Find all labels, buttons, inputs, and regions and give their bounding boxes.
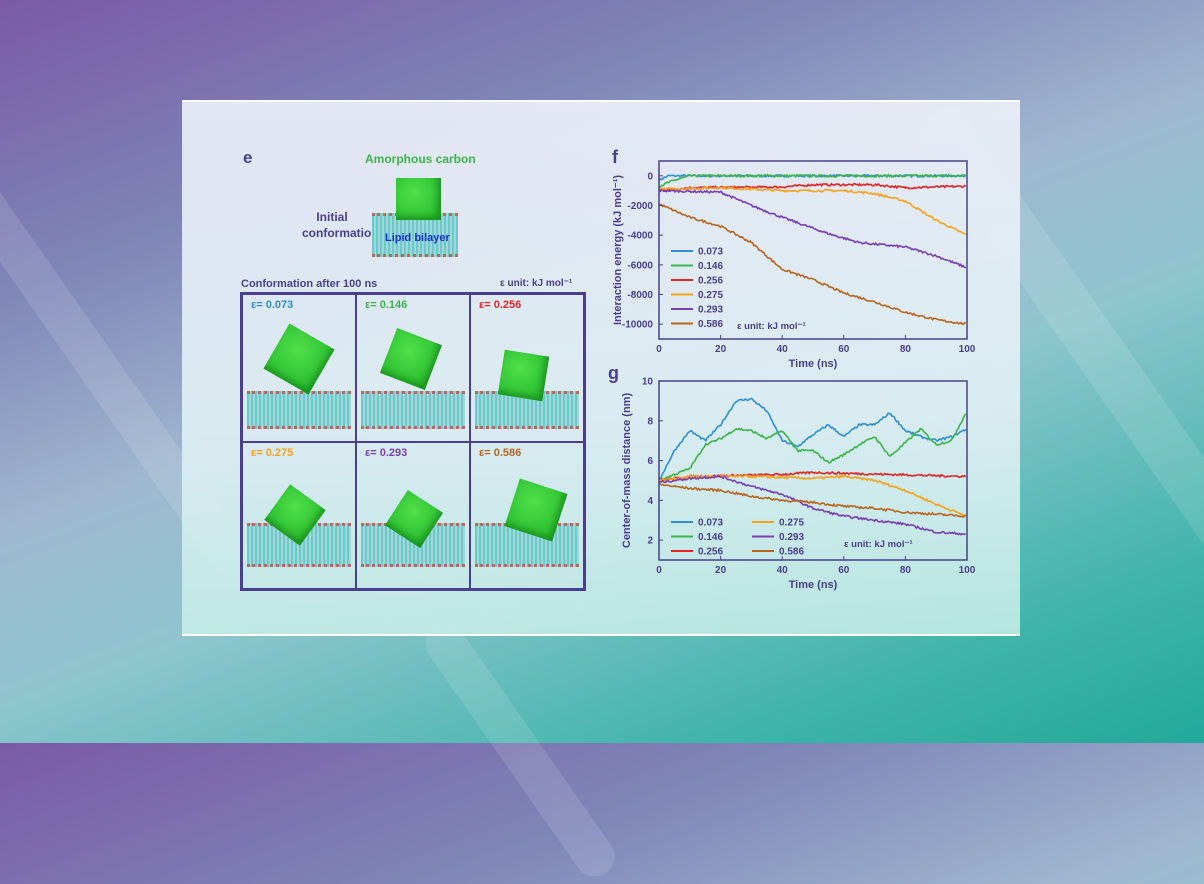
initial-label-line2: conformation [302, 226, 379, 240]
plot-frame [658, 160, 968, 340]
x-tick-label: 40 [777, 344, 789, 355]
conformation-cell: ε= 0.146 [356, 294, 470, 442]
x-tick-label: 20 [715, 344, 727, 355]
conformation-cell: ε= 0.586 [470, 441, 584, 589]
legend-label: 0.073 [698, 518, 723, 529]
lipid-bilayer-image [361, 391, 465, 429]
x-tick-label: 80 [900, 344, 912, 355]
x-tick-label: 60 [838, 565, 850, 576]
legend-label: 0.256 [698, 276, 723, 287]
legend-label: 0.146 [698, 261, 723, 272]
series-line-0.293 [658, 474, 967, 536]
conformation-cell: ε= 0.275 [242, 441, 356, 589]
amorphous-carbon-label: Amorphous carbon [365, 152, 476, 166]
series-line-0.586 [658, 482, 967, 518]
legend-label: 0.293 [698, 305, 723, 316]
series-line-0.275 [658, 185, 967, 235]
epsilon-value-label: ε= 0.073 [251, 299, 294, 311]
conformation-cell: ε= 0.073 [242, 294, 356, 442]
legend-label: 0.073 [698, 247, 723, 258]
epsilon-value-label: ε= 0.146 [365, 299, 408, 311]
conformation-cell: ε= 0.293 [356, 441, 470, 589]
panel-label-e: e [243, 148, 253, 167]
x-tick-label: 100 [959, 344, 976, 355]
x-tick-label: 100 [959, 565, 976, 576]
conformation-grid: ε= 0.073 ε= 0.146 ε= 0.256 ε= 0.275 ε= 0.293… [240, 292, 586, 591]
panel-label-g: g [608, 363, 619, 383]
legend-label: 0.586 [779, 547, 804, 558]
legend-label: 0.146 [698, 532, 723, 543]
y-tick-label: 8 [647, 416, 653, 427]
y-tick-label: -2000 [627, 201, 653, 212]
epsilon-value-label: ε= 0.293 [365, 446, 408, 459]
legend-label: 0.256 [698, 547, 723, 558]
epsilon-unit-label: ε unit: kJ mol⁻¹ [500, 278, 573, 289]
lipid-bilayer-image [247, 391, 351, 429]
y-axis-label: Interaction energy (kJ mol⁻¹) [612, 175, 624, 325]
lipid-bilayer-label: Lipid bilayer [385, 232, 450, 244]
series-line-0.073 [658, 397, 967, 481]
initial-label-line1: Initial [316, 210, 348, 224]
legend-label: 0.275 [698, 290, 723, 301]
y-tick-label: -8000 [627, 290, 653, 301]
x-axis-label: Time (ns) [789, 579, 838, 591]
y-tick-label: -4000 [627, 231, 653, 242]
epsilon-value-label: ε= 0.586 [479, 446, 522, 459]
legend-unit-note: ε unit: kJ mol⁻¹ [737, 321, 806, 332]
y-tick-label: 4 [647, 496, 653, 507]
x-tick-label: 60 [838, 344, 850, 355]
legend-label: 0.275 [779, 518, 804, 529]
carbon-cube-image [396, 178, 441, 220]
plot-frame [658, 380, 968, 561]
y-tick-label: 10 [642, 377, 654, 388]
x-tick-label: 80 [900, 565, 912, 576]
x-tick-label: 0 [656, 344, 662, 355]
series-line-0.146 [659, 413, 967, 482]
y-axis-label: Center-of-mass distance (nm) [621, 393, 633, 549]
x-tick-label: 40 [777, 565, 789, 576]
legend-label: 0.293 [779, 532, 804, 543]
epsilon-value-label: ε= 0.256 [479, 299, 522, 311]
epsilon-value-label: ε= 0.275 [251, 446, 294, 459]
panel-label-f: f [612, 147, 619, 167]
y-tick-label: 2 [647, 536, 653, 547]
x-axis-label: Time (ns) [789, 358, 838, 370]
y-tick-label: -6000 [627, 260, 653, 271]
series-line-0.293 [658, 188, 967, 269]
after-100ns-label: Conformation after 100 ns [241, 278, 378, 290]
legend-label: 0.586 [698, 319, 723, 330]
series-line-0.256 [658, 182, 967, 192]
series-line-0.146 [658, 173, 967, 189]
y-tick-label: -10000 [622, 320, 654, 331]
x-tick-label: 20 [715, 565, 727, 576]
y-tick-label: 0 [647, 171, 653, 182]
y-tick-label: 6 [647, 456, 653, 467]
series-line-0.275 [658, 474, 967, 517]
charts-svg: f0 20 40 60 80 1000-2000-4000-6000-8000-10000… [608, 147, 976, 591]
legend-unit-note: ε unit: kJ mol⁻¹ [844, 539, 913, 550]
x-tick-label: 0 [656, 565, 662, 576]
series-line-0.586 [658, 203, 966, 326]
initial-conformation-label: Initial conformation [302, 209, 379, 241]
conformation-cell: ε= 0.256 [470, 294, 584, 442]
